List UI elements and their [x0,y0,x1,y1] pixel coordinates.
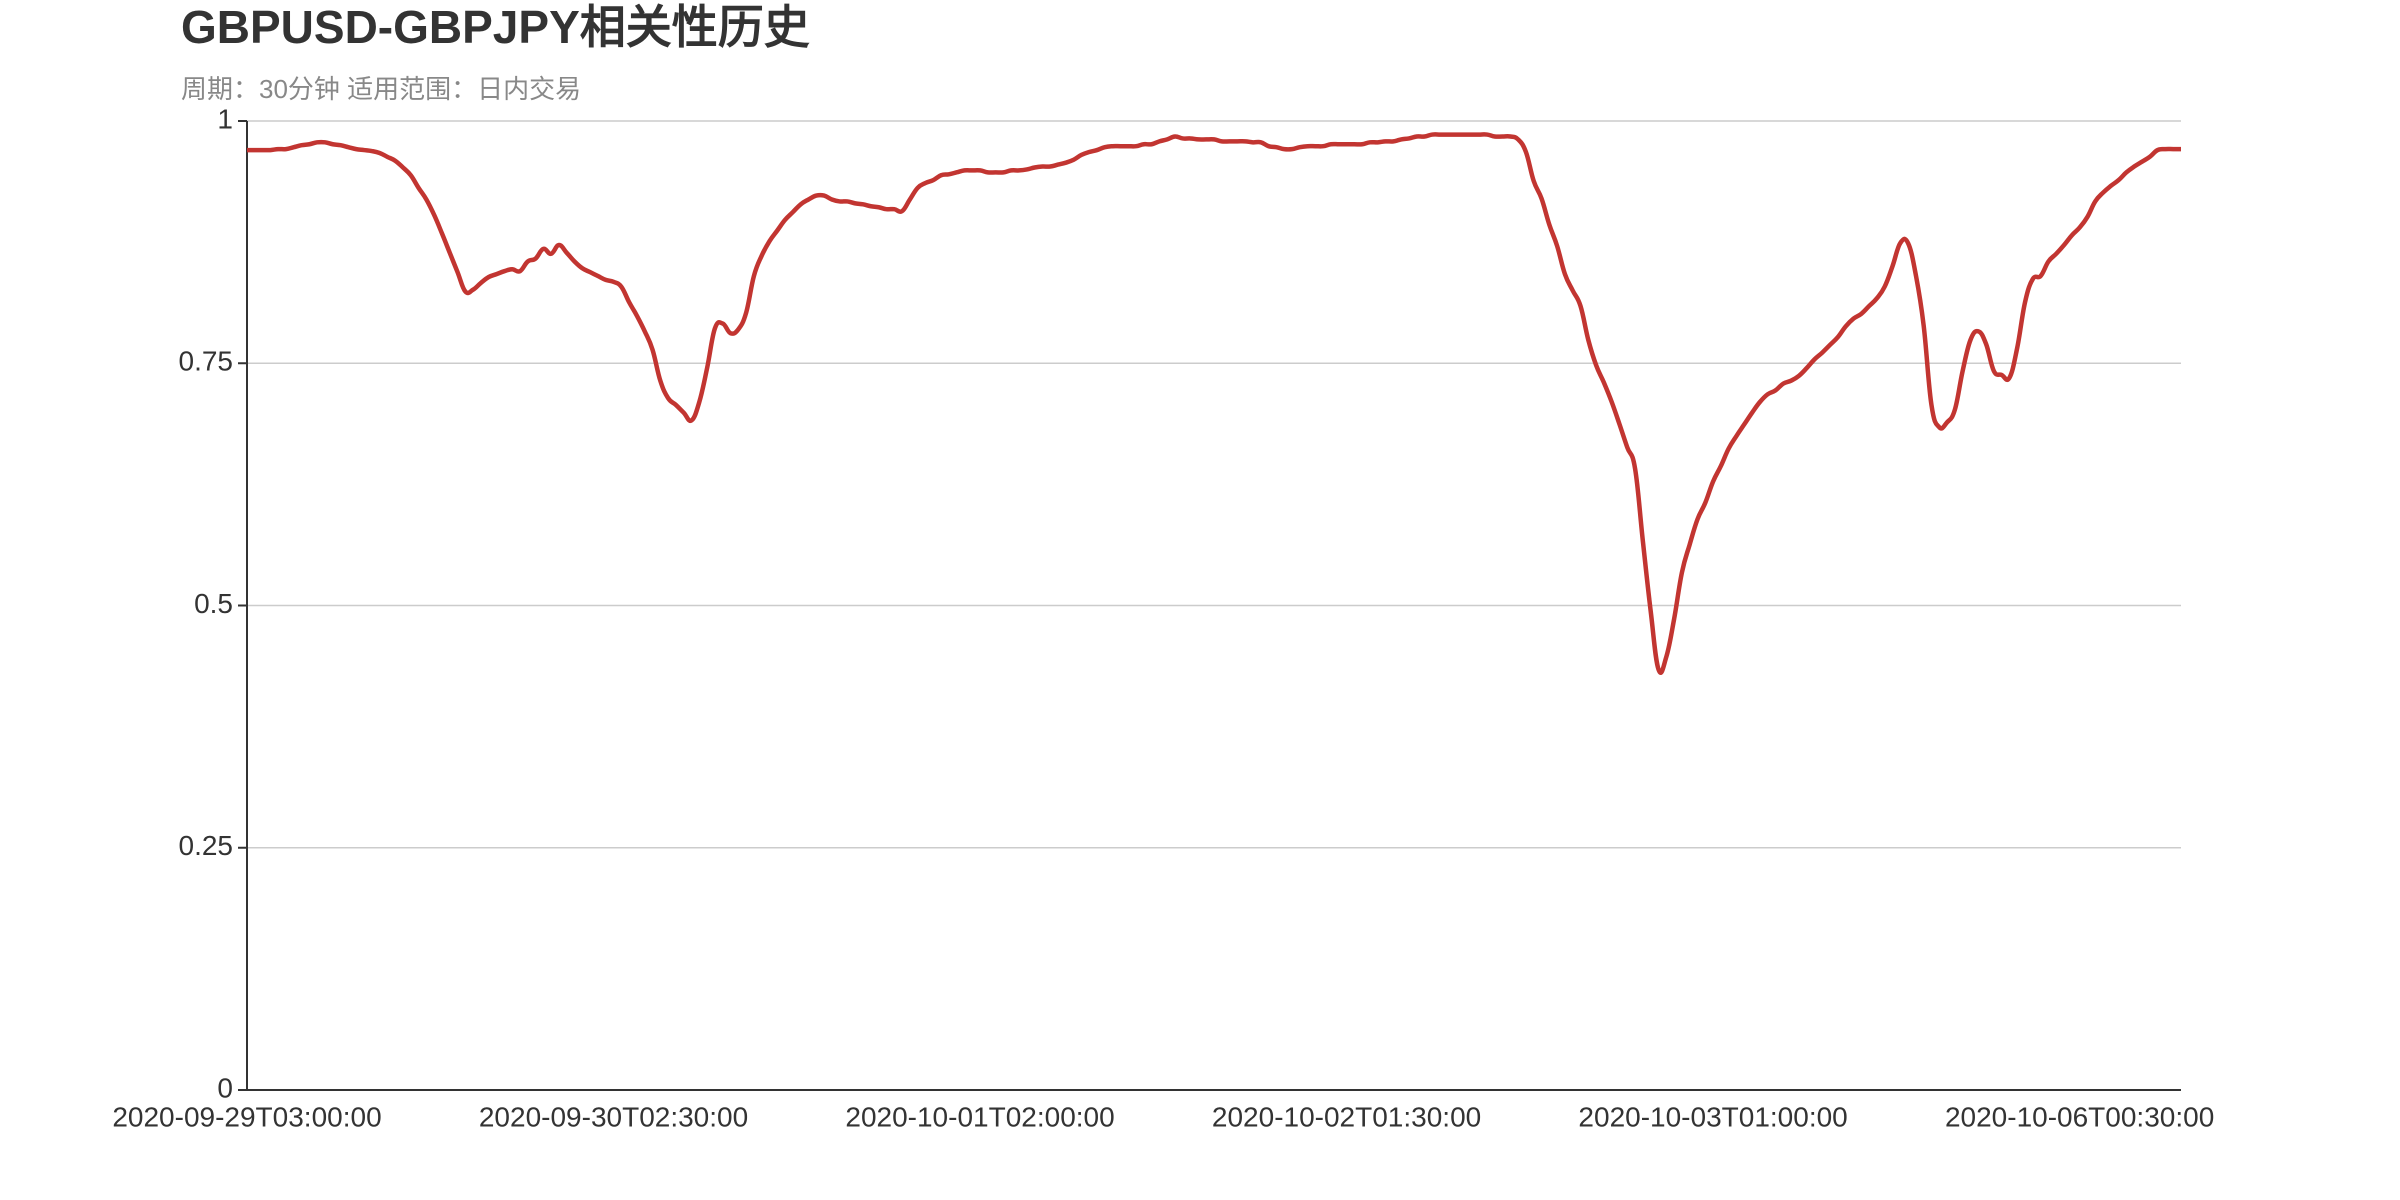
x-tick-label: 2020-10-03T01:00:00 [1578,1101,1847,1132]
chart-subtitle: 周期：30分钟 适用范围：日内交易 [181,74,581,104]
x-tick-label: 2020-09-29T03:00:00 [112,1101,381,1132]
y-tick-label: 0.25 [179,830,234,861]
line-series [247,132,2181,675]
y-tick-label: 0.5 [194,588,233,619]
y-tick-label: 0 [217,1072,233,1103]
x-tick-label: 2020-09-30T02:30:00 [479,1101,748,1132]
y-tick-label: 1 [217,103,233,134]
x-tick-label: 2020-10-06T00:30:00 [1945,1101,2214,1132]
chart-title: GBPUSD-GBPJPY相关性历史 [181,1,810,53]
x-tick-label: 2020-10-01T02:00:00 [845,1101,1114,1132]
y-tick-label: 0.75 [179,346,234,377]
x-tick-label: 2020-10-02T01:30:00 [1212,1101,1481,1132]
